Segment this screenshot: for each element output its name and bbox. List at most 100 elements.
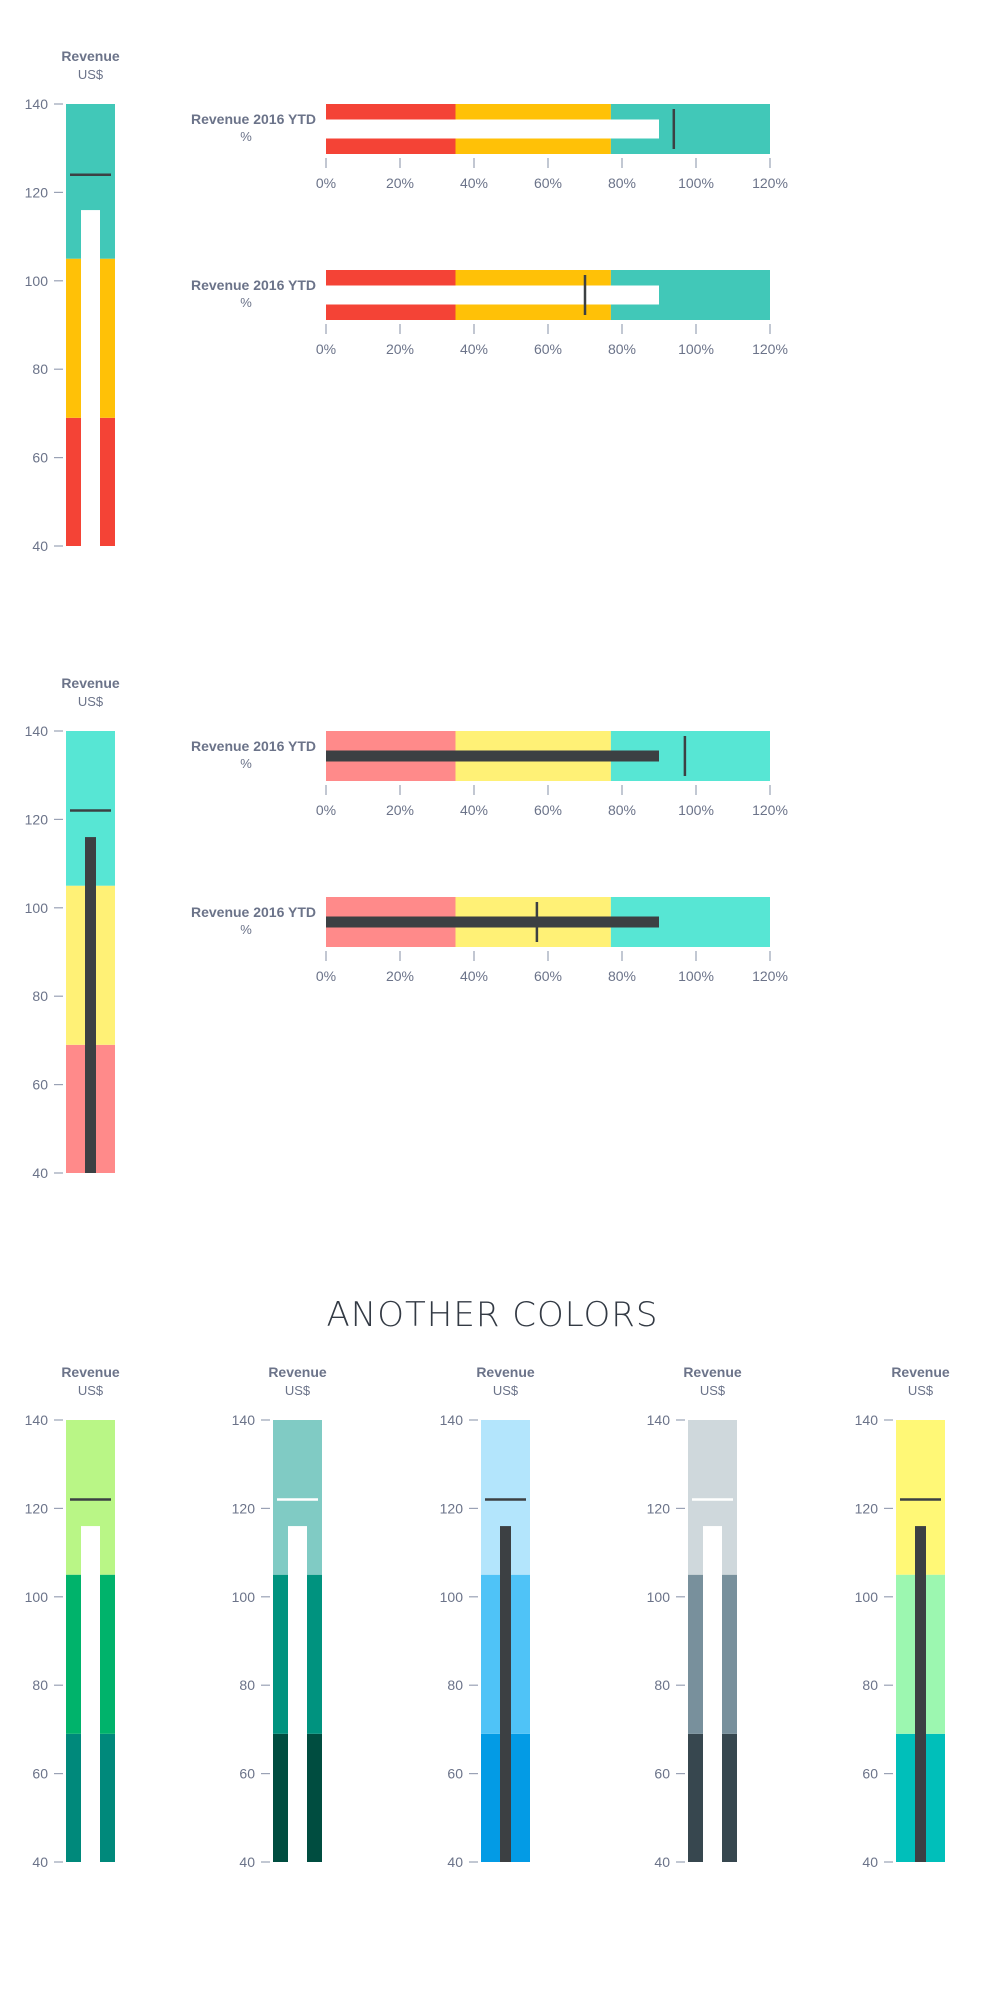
- x-tick-label: 100%: [678, 802, 714, 818]
- y-tick-label: 40: [32, 538, 48, 554]
- y-tick-label: 100: [440, 1589, 464, 1605]
- y-tick-label: 100: [25, 1589, 49, 1605]
- y-tick-label: 140: [855, 1412, 879, 1428]
- value-bar: [500, 1526, 511, 1862]
- chart-unit-label: %: [240, 922, 252, 937]
- y-tick-label: 140: [25, 96, 49, 112]
- chart-unit-label: US$: [908, 1383, 934, 1398]
- y-tick-label: 60: [32, 450, 48, 466]
- x-tick-label: 20%: [386, 341, 414, 357]
- y-tick-label: 60: [32, 1766, 48, 1782]
- y-tick-label: 120: [25, 184, 49, 200]
- chart-title: Revenue: [683, 1364, 742, 1380]
- x-tick-label: 60%: [534, 968, 562, 984]
- x-tick-label: 80%: [608, 802, 636, 818]
- x-tick-label: 100%: [678, 968, 714, 984]
- x-tick-label: 100%: [678, 175, 714, 191]
- chart-title: Revenue 2016 YTD: [191, 111, 316, 127]
- value-bar: [703, 1526, 722, 1862]
- x-tick-label: 120%: [752, 802, 788, 818]
- y-tick-label: 40: [447, 1854, 463, 1870]
- x-tick-label: 60%: [534, 341, 562, 357]
- x-tick-label: 40%: [460, 802, 488, 818]
- y-tick-label: 140: [647, 1412, 671, 1428]
- y-tick-label: 80: [239, 1677, 255, 1693]
- x-tick-label: 120%: [752, 968, 788, 984]
- y-tick-label: 140: [25, 723, 49, 739]
- y-tick-label: 120: [232, 1500, 256, 1516]
- chart-title: Revenue: [61, 48, 120, 64]
- y-tick-label: 40: [654, 1854, 670, 1870]
- y-tick-label: 100: [647, 1589, 671, 1605]
- x-tick-label: 40%: [460, 175, 488, 191]
- x-tick-label: 120%: [752, 175, 788, 191]
- y-tick-label: 120: [25, 811, 49, 827]
- chart-unit-label: %: [240, 295, 252, 310]
- y-tick-label: 140: [25, 1412, 49, 1428]
- value-bar: [326, 119, 659, 139]
- y-tick-label: 80: [654, 1677, 670, 1693]
- y-tick-label: 80: [32, 988, 48, 1004]
- y-tick-label: 80: [447, 1677, 463, 1693]
- value-bar: [915, 1526, 926, 1862]
- y-tick-label: 60: [239, 1766, 255, 1782]
- value-bar: [288, 1526, 307, 1862]
- section-heading: ANOTHER COLORS: [326, 1295, 659, 1335]
- chart-unit-label: US$: [78, 694, 104, 709]
- y-tick-label: 60: [862, 1766, 878, 1782]
- chart-title: Revenue 2016 YTD: [191, 277, 316, 293]
- x-tick-label: 40%: [460, 968, 488, 984]
- y-tick-label: 100: [232, 1589, 256, 1605]
- y-tick-label: 40: [862, 1854, 878, 1870]
- value-bar: [85, 837, 96, 1173]
- chart-unit-label: US$: [78, 67, 104, 82]
- y-tick-label: 140: [232, 1412, 256, 1428]
- chart-title: Revenue 2016 YTD: [191, 904, 316, 920]
- value-bar: [326, 750, 659, 762]
- x-tick-label: 80%: [608, 341, 636, 357]
- y-tick-label: 120: [25, 1500, 49, 1516]
- chart-unit-label: US$: [285, 1383, 311, 1398]
- x-tick-label: 0%: [316, 802, 336, 818]
- y-tick-label: 60: [32, 1077, 48, 1093]
- value-bar: [326, 916, 659, 928]
- x-tick-label: 100%: [678, 341, 714, 357]
- y-tick-label: 80: [32, 1677, 48, 1693]
- y-tick-label: 100: [25, 900, 49, 916]
- y-tick-label: 60: [447, 1766, 463, 1782]
- y-tick-label: 80: [862, 1677, 878, 1693]
- y-tick-label: 140: [440, 1412, 464, 1428]
- chart-unit-label: US$: [493, 1383, 519, 1398]
- x-tick-label: 0%: [316, 341, 336, 357]
- y-tick-label: 120: [647, 1500, 671, 1516]
- chart-unit-label: US$: [78, 1383, 104, 1398]
- chart-title: Revenue: [61, 675, 120, 691]
- x-tick-label: 40%: [460, 341, 488, 357]
- y-tick-label: 40: [239, 1854, 255, 1870]
- x-tick-label: 60%: [534, 175, 562, 191]
- x-tick-label: 80%: [608, 175, 636, 191]
- y-tick-label: 60: [654, 1766, 670, 1782]
- x-tick-label: 80%: [608, 968, 636, 984]
- x-tick-label: 0%: [316, 968, 336, 984]
- chart-unit-label: US$: [700, 1383, 726, 1398]
- y-tick-label: 100: [25, 273, 49, 289]
- value-bar: [326, 285, 659, 305]
- value-bar: [81, 1526, 100, 1862]
- y-tick-label: 40: [32, 1165, 48, 1181]
- chart-unit-label: %: [240, 756, 252, 771]
- x-tick-label: 20%: [386, 802, 414, 818]
- y-tick-label: 40: [32, 1854, 48, 1870]
- chart-title: Revenue: [891, 1364, 950, 1380]
- chart-title: Revenue: [61, 1364, 120, 1380]
- chart-title: Revenue: [476, 1364, 535, 1380]
- x-tick-label: 60%: [534, 802, 562, 818]
- y-tick-label: 80: [32, 361, 48, 377]
- y-tick-label: 120: [440, 1500, 464, 1516]
- x-tick-label: 20%: [386, 175, 414, 191]
- chart-unit-label: %: [240, 129, 252, 144]
- x-tick-label: 120%: [752, 341, 788, 357]
- y-tick-label: 100: [855, 1589, 879, 1605]
